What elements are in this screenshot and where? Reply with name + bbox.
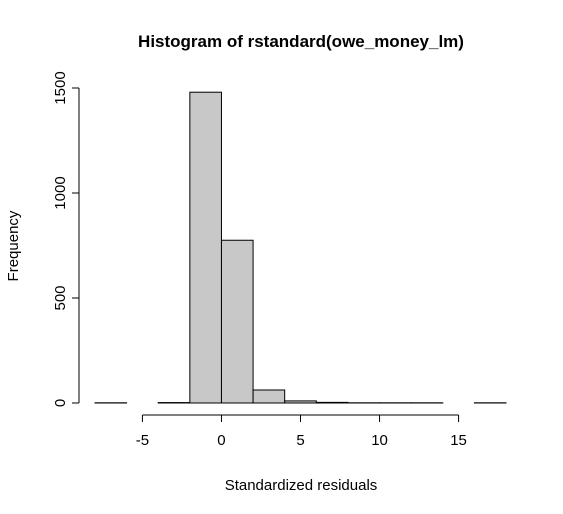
histogram-bar-3 <box>189 91 222 404</box>
x-axis-label: Standardized residuals <box>225 477 378 494</box>
histogram-bars <box>94 91 507 404</box>
y-axis: 0 500 1000 1500 <box>52 71 80 407</box>
y-tick-label: 500 <box>52 285 69 310</box>
y-tick-label: 0 <box>52 399 69 407</box>
y-tick-label: 1500 <box>52 71 69 104</box>
x-tick-label: 15 <box>450 432 467 449</box>
histogram-bar-7 <box>315 401 349 404</box>
y-axis-label: Frequency <box>5 210 22 281</box>
x-tick-label: 0 <box>217 432 225 449</box>
histogram-bar-6 <box>284 400 317 404</box>
histogram-bar-5 <box>252 389 286 404</box>
histogram-bar-4 <box>220 239 254 404</box>
x-tick-label: 5 <box>296 432 304 449</box>
x-axis: -5 0 5 10 15 <box>136 414 467 449</box>
y-tick-label: 1000 <box>52 176 69 209</box>
chart-title: Histogram of rstandard(owe_money_lm) <box>138 32 464 51</box>
x-tick-label: 10 <box>371 432 388 449</box>
x-tick-label: -5 <box>136 432 149 449</box>
